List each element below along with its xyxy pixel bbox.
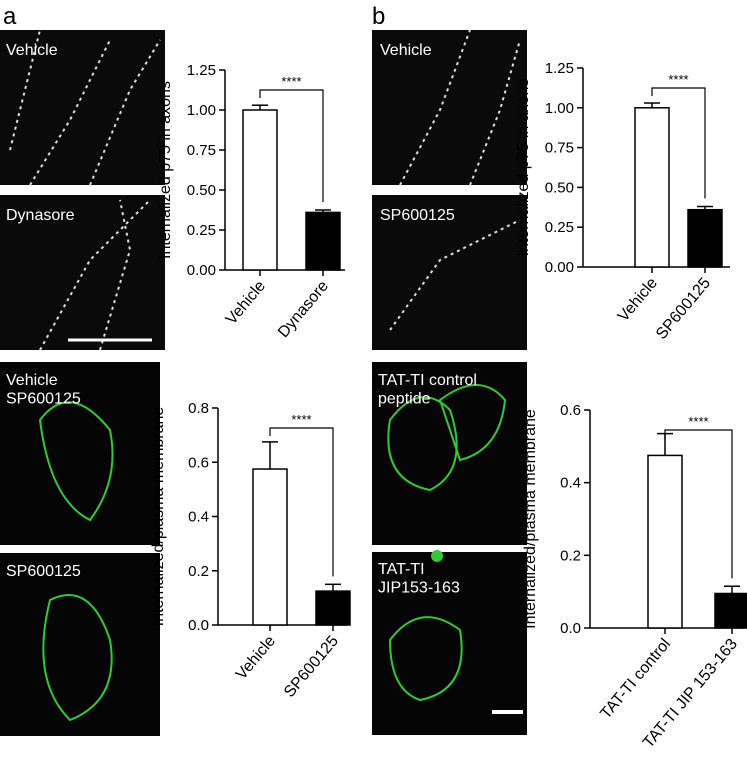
y-axis-label: Internalized p75 in axons xyxy=(157,81,174,259)
x-tick-label: TAT-TI control xyxy=(597,636,674,723)
x-tick-label: Vehicle xyxy=(223,278,269,329)
bar xyxy=(305,211,341,271)
bar xyxy=(315,590,351,626)
image-label: Vehicle xyxy=(380,42,432,59)
bar xyxy=(687,208,723,268)
x-tick-label: Vehicle xyxy=(615,275,661,326)
bar xyxy=(252,468,288,626)
y-tick-label: 0.75 xyxy=(187,142,216,159)
panel-label: a xyxy=(3,3,17,30)
image-label: Vehicle xyxy=(6,42,58,59)
bar xyxy=(647,454,683,629)
y-tick-label: 1.00 xyxy=(187,102,216,119)
image-label: Dynasore xyxy=(6,207,75,224)
x-tick-label: SP600125 xyxy=(653,275,714,343)
significance-label: **** xyxy=(281,74,301,89)
panel-label: d xyxy=(372,365,385,392)
image-label: SP600125 xyxy=(380,207,455,224)
significance-bracket xyxy=(259,89,324,202)
y-tick-label: 0.4 xyxy=(188,509,209,526)
y-tick-label: 0.6 xyxy=(188,454,209,471)
significance-bracket xyxy=(651,87,706,199)
y-axis-label: Internalized/plasma membrane xyxy=(522,409,539,629)
y-axis-label: Internalized p75 in axons xyxy=(515,79,532,257)
image-label: SP600125 xyxy=(6,563,81,580)
y-tick-label: 0.25 xyxy=(187,222,216,239)
y-tick-label: 0.6 xyxy=(560,402,581,419)
y-tick-label: 0.8 xyxy=(188,400,209,417)
significance-bracket xyxy=(664,429,733,579)
significance-label: **** xyxy=(688,414,708,429)
y-tick-label: 0.2 xyxy=(560,547,581,564)
x-tick-label: Vehicle xyxy=(233,633,279,684)
significance-label: **** xyxy=(291,412,311,427)
y-tick-label: 1.00 xyxy=(545,100,574,117)
y-tick-label: 1.25 xyxy=(545,60,574,77)
bar xyxy=(714,592,747,629)
y-tick-label: 0.50 xyxy=(187,182,216,199)
x-tick-label: SP600125 xyxy=(281,633,342,701)
x-tick-label: Dynasore xyxy=(275,278,332,341)
significance-label: **** xyxy=(668,72,688,87)
panel-label: c xyxy=(3,365,15,392)
bar xyxy=(242,109,278,271)
panel-label: b xyxy=(372,3,385,30)
significance-bracket xyxy=(269,427,334,577)
image-label: TAT-TI control peptide xyxy=(378,372,477,407)
y-tick-label: 0.00 xyxy=(545,259,574,276)
micrographs xyxy=(0,29,527,736)
y-tick-label: 0.50 xyxy=(545,179,574,196)
y-tick-label: 0.0 xyxy=(560,620,581,637)
y-tick-label: 0.25 xyxy=(545,219,574,236)
y-tick-label: 1.25 xyxy=(187,62,216,79)
bar xyxy=(634,107,670,268)
y-tick-label: 0.00 xyxy=(187,262,216,279)
y-tick-label: 0.75 xyxy=(545,140,574,157)
y-axis-label: Internalized/plasma membrane xyxy=(150,407,167,627)
y-tick-label: 0.0 xyxy=(188,617,209,634)
y-tick-label: 0.4 xyxy=(560,475,581,492)
y-tick-label: 0.2 xyxy=(188,563,209,580)
image-label: Vehicle SP600125 xyxy=(6,372,81,407)
image-label: TAT-TI JIP153-163 xyxy=(378,561,460,596)
